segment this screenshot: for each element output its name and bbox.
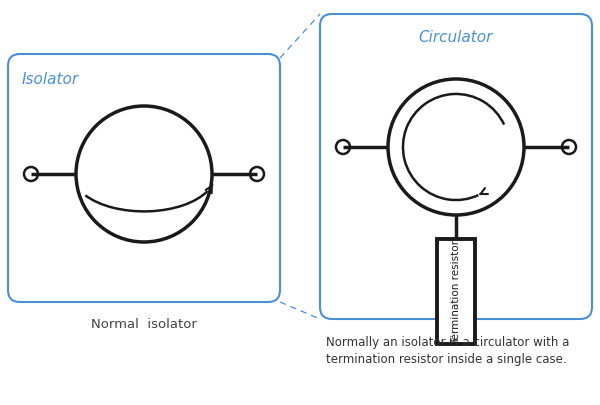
Bar <box>437 239 475 344</box>
Text: Isolator: Isolator <box>22 72 79 87</box>
Text: Normally an isolator is a circulator with a
termination resistor inside a single: Normally an isolator is a circulator wit… <box>326 335 569 365</box>
FancyBboxPatch shape <box>8 55 280 302</box>
Text: Termination resistor: Termination resistor <box>451 240 461 344</box>
FancyBboxPatch shape <box>320 15 592 319</box>
Text: Normal  isolator: Normal isolator <box>91 317 197 330</box>
Text: Circulator: Circulator <box>419 30 493 45</box>
